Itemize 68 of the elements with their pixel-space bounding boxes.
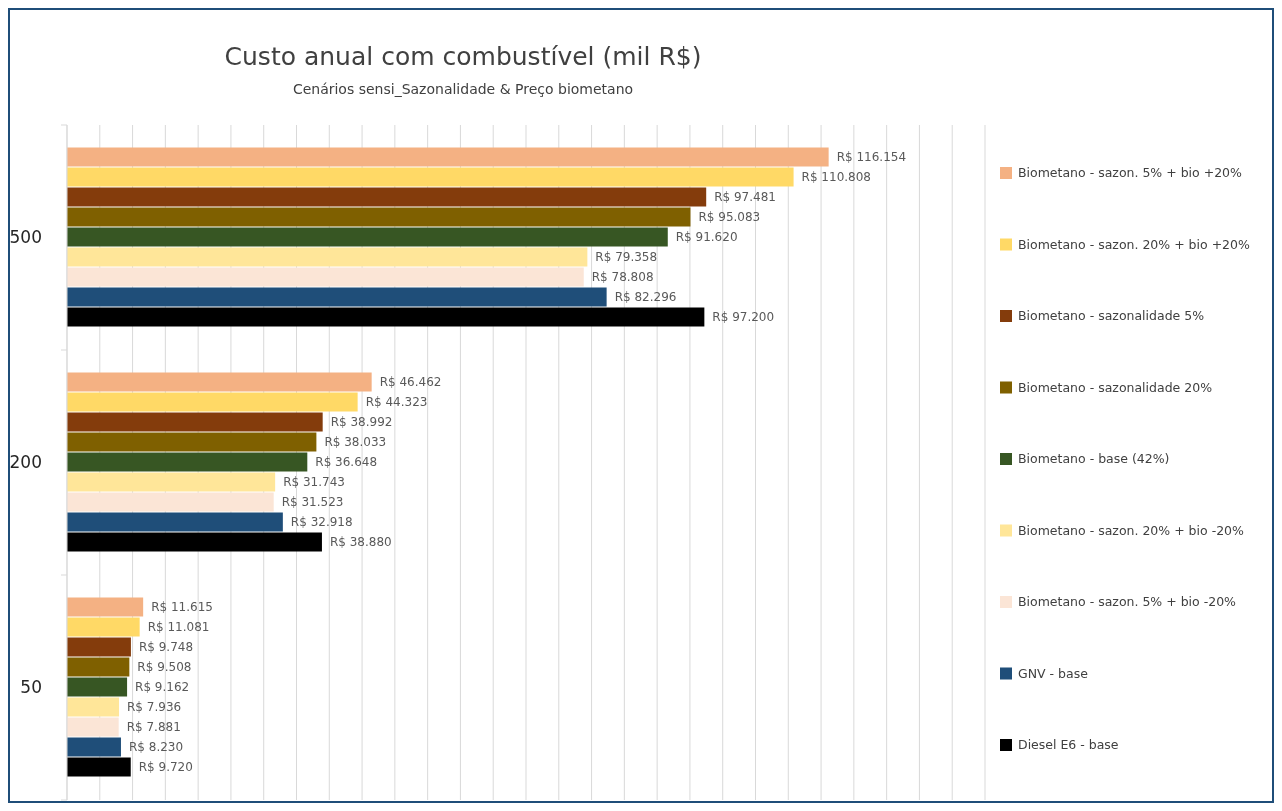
bar xyxy=(67,737,121,757)
legend-label: Biometano - base (42%) xyxy=(1018,451,1170,467)
data-label: R$ 116.154 xyxy=(836,150,907,165)
bar xyxy=(67,677,128,697)
data-label: R$ 11.081 xyxy=(147,620,210,635)
data-label: R$ 78.808 xyxy=(591,270,654,285)
y-tick-label: 200 xyxy=(9,452,42,473)
bar xyxy=(67,492,274,512)
data-label: R$ 9.720 xyxy=(138,760,193,775)
legend-label: Biometano - sazon. 5% + bio -20% xyxy=(1018,594,1237,610)
bar xyxy=(67,717,119,737)
legend-label: Biometano - sazonalidade 5% xyxy=(1018,308,1205,324)
bar xyxy=(67,167,794,187)
bar xyxy=(67,307,705,327)
bar xyxy=(67,287,607,307)
bar xyxy=(67,472,276,492)
bar xyxy=(67,637,131,657)
bar xyxy=(67,697,120,717)
y-tick-label: 500 xyxy=(9,227,42,248)
legend-label: Biometano - sazon. 5% + bio +20% xyxy=(1018,165,1243,181)
data-label: R$ 7.881 xyxy=(126,720,181,735)
bar xyxy=(67,187,707,207)
data-label: R$ 31.523 xyxy=(281,495,344,510)
data-label: R$ 9.748 xyxy=(138,640,194,655)
legend-label: Diesel E6 - base xyxy=(1018,737,1119,753)
data-label: R$ 38.992 xyxy=(330,415,393,430)
data-label: R$ 110.808 xyxy=(801,170,872,185)
data-label: R$ 32.918 xyxy=(290,515,353,530)
data-label: R$ 38.033 xyxy=(324,435,387,450)
data-label: R$ 82.296 xyxy=(614,290,677,305)
data-label: R$ 97.481 xyxy=(714,190,776,205)
data-label: R$ 9.508 xyxy=(137,660,192,675)
bar xyxy=(67,267,584,287)
chart-title: Custo anual com combustível (mil R$) xyxy=(224,42,702,71)
data-label: R$ 36.648 xyxy=(315,455,378,470)
data-label: R$ 46.462 xyxy=(379,375,442,390)
bar xyxy=(67,532,322,552)
bar xyxy=(67,512,283,532)
data-label: R$ 11.615 xyxy=(151,600,213,615)
bar xyxy=(67,372,372,392)
bar xyxy=(67,617,140,637)
data-label: R$ 9.162 xyxy=(135,680,190,695)
data-label: R$ 38.880 xyxy=(329,535,392,550)
bar xyxy=(67,657,130,677)
data-label: R$ 97.200 xyxy=(712,310,775,325)
y-tick-label: 50 xyxy=(20,677,42,698)
legend-label: GNV - base xyxy=(1018,665,1089,681)
bar xyxy=(67,432,317,452)
chart-subtitle: Cenários sensi_Sazonalidade & Preço biometano xyxy=(292,81,634,97)
legend-label: Biometano - sazon. 20% + bio -20% xyxy=(1018,522,1245,538)
bar xyxy=(67,227,668,247)
bar xyxy=(67,452,308,472)
bar xyxy=(67,207,691,227)
data-label: R$ 95.083 xyxy=(698,210,761,225)
data-label: R$ 91.620 xyxy=(675,230,738,245)
data-label: R$ 44.323 xyxy=(365,395,428,410)
bar xyxy=(67,392,358,412)
data-label: R$ 8.230 xyxy=(128,740,184,755)
bar xyxy=(67,412,323,432)
bar xyxy=(67,757,131,777)
data-label: R$ 31.743 xyxy=(283,475,345,490)
data-label: R$ 7.936 xyxy=(127,700,182,715)
legend-label: Biometano - sazon. 20% + bio +20% xyxy=(1018,236,1251,252)
bar xyxy=(67,147,829,167)
legend-label: Biometano - sazonalidade 20% xyxy=(1018,379,1213,395)
bar xyxy=(67,597,144,617)
data-label: R$ 79.358 xyxy=(595,250,658,265)
bar xyxy=(67,247,588,267)
